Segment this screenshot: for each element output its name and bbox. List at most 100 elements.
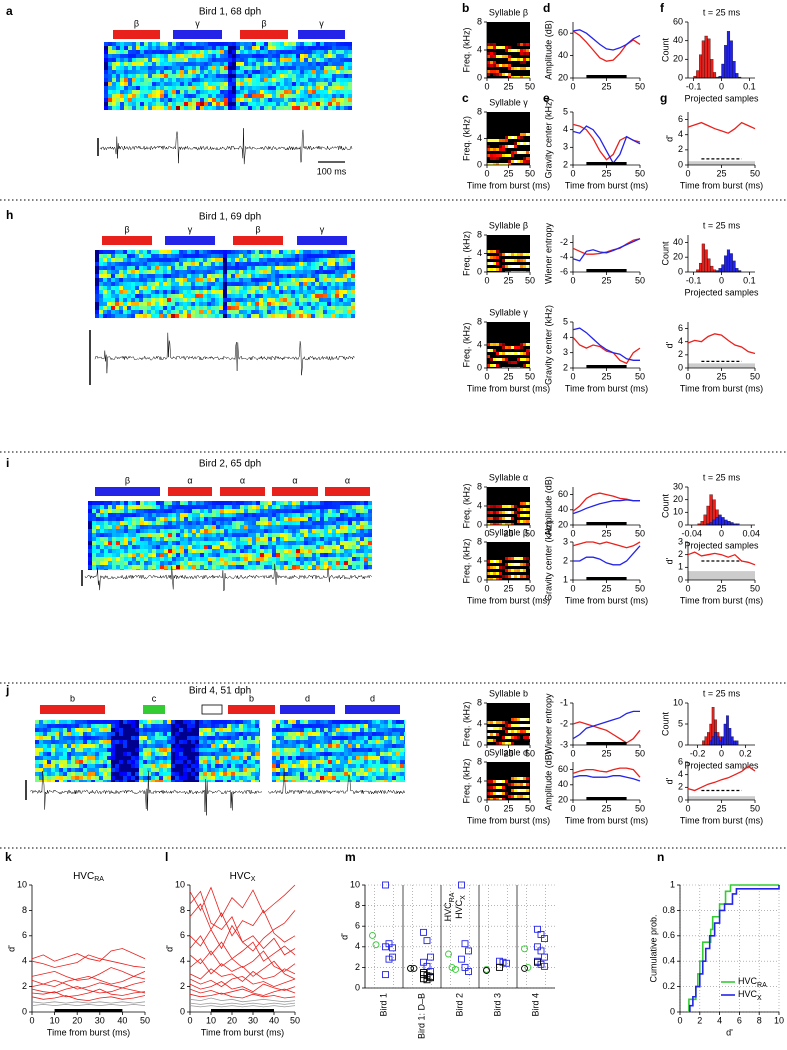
spectrogram-cell <box>348 569 352 570</box>
spectrogram-cell <box>396 724 400 728</box>
spectrogram-cell <box>163 728 167 732</box>
spectrogram-cell <box>51 768 55 772</box>
spectrogram-cell <box>127 266 131 270</box>
spectrogram-cell <box>132 46 136 50</box>
spectrogram-cell <box>104 501 108 505</box>
spectrogram-cell <box>268 517 272 521</box>
spectrogram-cell <box>332 764 336 768</box>
spectrogram-cell <box>523 67 526 70</box>
spectrogram-cell <box>276 509 280 513</box>
spectrogram-cell <box>244 46 248 50</box>
spectrogram-cell <box>207 270 211 274</box>
spectrogram-cell <box>300 94 304 98</box>
spectrogram-cell <box>88 545 92 549</box>
spectrogram-cell <box>100 569 104 570</box>
spectrogram-cell <box>168 561 172 565</box>
spectrogram-cell <box>176 102 180 106</box>
spectrogram-cell <box>103 278 107 282</box>
spectrogram-cell <box>191 736 195 740</box>
spectrogram-cell <box>279 254 283 258</box>
spectrogram-cell <box>127 760 131 764</box>
spectrogram-cell <box>239 298 243 302</box>
spectrogram-cell <box>272 756 276 760</box>
spectrogram-cell <box>140 557 144 561</box>
spectrogram-cell <box>292 744 296 748</box>
spectrogram-cell <box>292 106 296 110</box>
spectrogram-cell <box>211 262 215 266</box>
spectrogram-cell <box>496 154 499 157</box>
spectrogram-cell <box>264 98 268 102</box>
spectrogram-cell <box>263 250 267 254</box>
spectrogram-cell <box>127 258 131 262</box>
spectrogram-cell <box>240 94 244 98</box>
spectrogram-cell <box>288 752 292 756</box>
spectrogram-cell <box>167 254 171 258</box>
spectrogram-cell <box>356 525 360 529</box>
spectrogram-cell <box>168 529 172 533</box>
spectrogram-cell <box>260 82 264 86</box>
spectrogram-cell <box>216 541 220 545</box>
spectrogram-cell <box>187 314 191 318</box>
spectrogram-cell <box>203 740 207 744</box>
spectrogram-cell <box>348 517 352 521</box>
spectrogram-cell <box>268 102 272 106</box>
spectrogram-cell <box>156 521 160 525</box>
spectrogram-cell <box>364 748 368 752</box>
spectrogram-cell <box>347 262 351 266</box>
spectrogram-cell <box>227 306 231 310</box>
spectrogram-cell <box>259 760 260 764</box>
spectrogram-cell <box>364 541 368 545</box>
spectrogram-cell <box>227 776 231 780</box>
spectrogram-cell <box>168 46 172 50</box>
spectrogram-cell <box>107 768 111 772</box>
spectrogram-cell <box>148 50 152 54</box>
spectrogram-cell <box>187 760 191 764</box>
spectrogram-cell <box>320 533 324 537</box>
spectrogram-cell <box>304 58 308 62</box>
spectrogram-cell <box>279 278 283 282</box>
spectrogram-cell <box>139 258 143 262</box>
spectrogram-cell <box>104 505 108 509</box>
spectrogram-cell <box>179 310 183 314</box>
spectrogram-cell <box>128 553 132 557</box>
spectrogram-cell <box>196 46 200 50</box>
spectrogram-cell <box>272 553 276 557</box>
spectrogram-cell <box>87 768 91 772</box>
spectrogram-cell <box>124 90 128 94</box>
spectrogram-cell <box>159 748 163 752</box>
spectrogram-cell <box>199 286 203 290</box>
spectrogram-cell <box>323 258 327 262</box>
spectrogram-cell <box>280 557 284 561</box>
spectrogram-cell <box>219 310 223 314</box>
spectrogram-cell <box>164 553 168 557</box>
spectrogram-cell <box>99 748 103 752</box>
spectrogram-cell <box>104 521 108 525</box>
spectrogram-cell <box>288 82 292 86</box>
spectrogram-cell <box>296 62 300 66</box>
spectrogram-cell <box>131 286 135 290</box>
spectrogram-cell <box>287 270 291 274</box>
spectrogram-cell <box>111 314 115 318</box>
spectrogram-cell <box>300 521 304 525</box>
spectrogram-cell <box>148 521 152 525</box>
spectrogram-cell <box>211 282 215 286</box>
spectrogram-cell <box>164 549 168 553</box>
spectrogram-cell <box>344 740 348 744</box>
spectrogram-cell <box>180 102 184 106</box>
spectrogram-cell <box>255 728 259 732</box>
spectrogram-cell <box>176 82 180 86</box>
spectrogram-cell <box>255 302 259 306</box>
spectrogram-cell <box>259 740 260 744</box>
spectrogram-cell <box>39 740 43 744</box>
spectrogram-cell <box>216 501 220 505</box>
spectrogram-cell <box>155 772 159 776</box>
spectrogram-cell <box>188 541 192 545</box>
spectrogram-cell <box>115 270 119 274</box>
spectrogram-cell <box>155 740 159 744</box>
spectrogram-cell <box>219 740 223 744</box>
spectrogram-cell <box>276 724 280 728</box>
spectrogram-cell <box>252 58 256 62</box>
spectrogram-cell <box>228 537 232 541</box>
spectrogram-cell <box>339 278 343 282</box>
spectrogram-cell <box>203 776 207 780</box>
